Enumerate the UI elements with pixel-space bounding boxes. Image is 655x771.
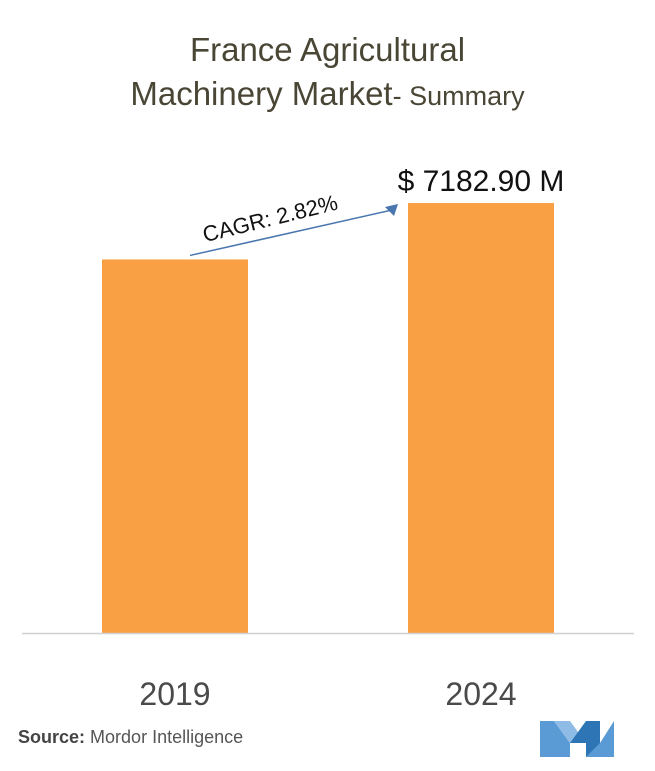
source-text: Mordor Intelligence: [90, 727, 244, 747]
mordor-logo-icon: [540, 721, 614, 757]
x-tick-label-2024: 2024: [445, 676, 516, 712]
cagr-arrow-head: [385, 204, 398, 216]
bar-2024: [408, 203, 554, 633]
title-line-1: France Agricultural: [189, 31, 466, 68]
source-note: Source: Mordor Intelligence: [18, 727, 243, 748]
cagr-arrow-line: [189, 209, 393, 257]
data-label-2024: $ 7182.90 M: [398, 165, 565, 198]
title-line-2: Machinery Market- Summary: [0, 72, 655, 118]
chart-title: France Agricultural Machinery Market- Su…: [0, 28, 655, 118]
title-main: Machinery Market: [130, 75, 393, 112]
cagr-annotation: CAGR: 2.82%: [200, 190, 340, 247]
source-label: Source:: [18, 727, 86, 747]
x-tick-label-2019: 2019: [139, 676, 210, 712]
bar-2019: [102, 259, 248, 633]
title-suffix: - Summary: [392, 81, 525, 111]
